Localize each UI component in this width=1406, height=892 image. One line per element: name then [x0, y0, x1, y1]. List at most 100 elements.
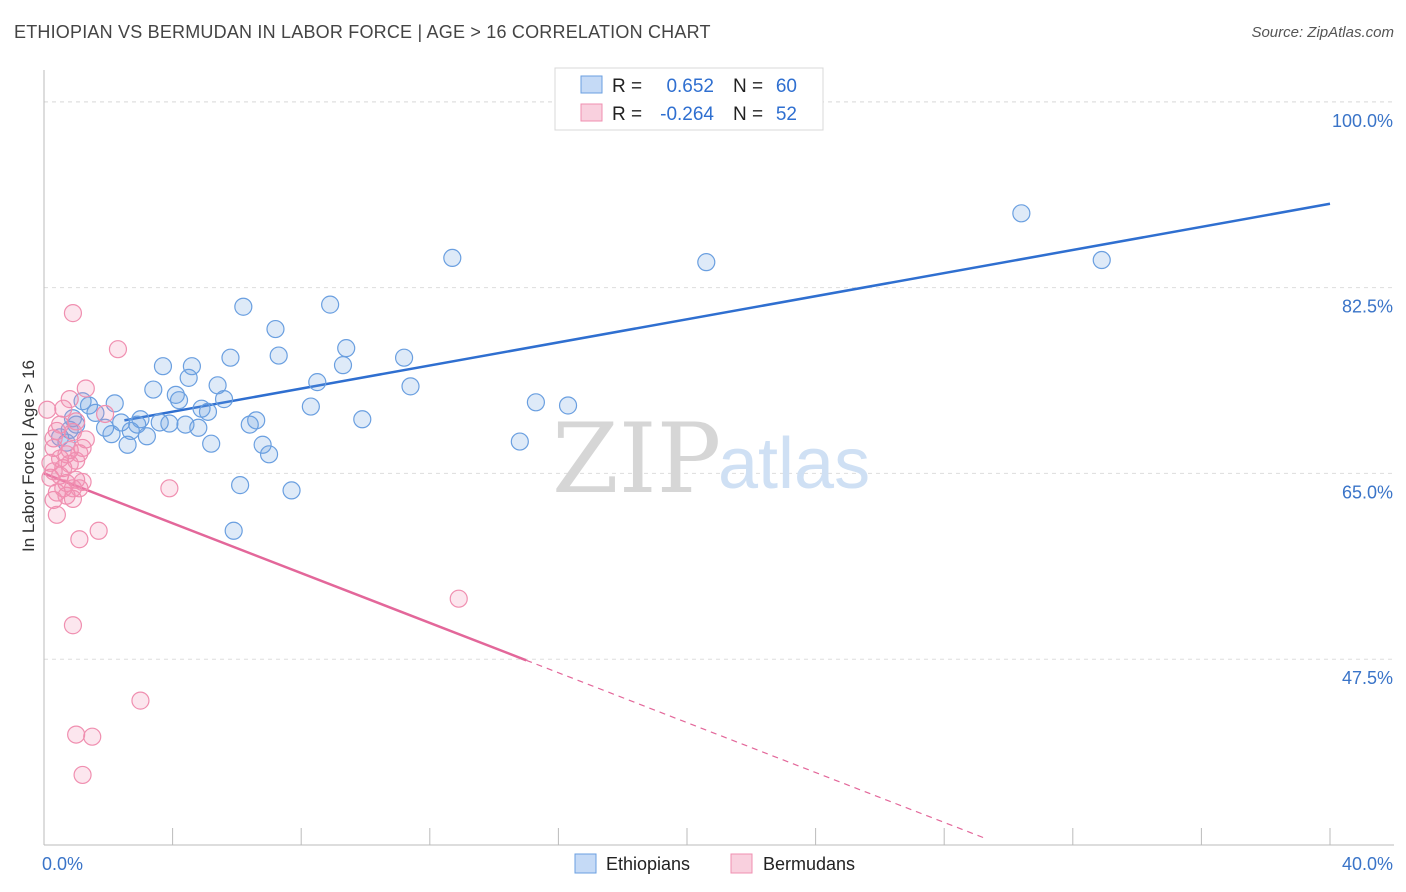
- y-tick-label-0: 47.5%: [1342, 668, 1393, 688]
- point-ethiopians-49: [394, 348, 414, 367]
- point-ethiopians-32: [221, 348, 240, 367]
- point-ethiopians-41: [269, 346, 288, 365]
- point-ethiopians-16: [137, 427, 156, 446]
- legend-r-value-1: 0.652: [666, 76, 714, 97]
- point-ethiopians-57: [1092, 250, 1111, 270]
- point-bermudans-38: [73, 765, 92, 785]
- point-ethiopians-29: [202, 434, 221, 453]
- source-credit: Source: ZipAtlas.com: [1251, 24, 1394, 41]
- point-bermudans-19: [60, 390, 79, 409]
- legend-r-label-2: R =: [612, 104, 642, 125]
- bottom-legend: Ethiopians Bermudans: [574, 853, 855, 874]
- point-bermudans-39: [83, 727, 102, 746]
- point-ethiopians-38: [253, 435, 272, 454]
- point-ethiopians-44: [308, 373, 327, 392]
- point-bermudans-15: [54, 399, 73, 418]
- point-ethiopians-37: [247, 411, 266, 430]
- point-bermudans-43: [131, 691, 150, 710]
- point-bermudans-45: [449, 589, 468, 608]
- axes: [43, 70, 1394, 846]
- y-tick-label-3: 100.0%: [1332, 111, 1393, 131]
- bottom-legend-bermudans: Bermudans: [763, 854, 855, 874]
- y-tick-label-1: 65.0%: [1342, 482, 1393, 502]
- data-points: [38, 204, 1111, 785]
- point-bermudans-32: [70, 530, 89, 549]
- point-ethiopians-24: [179, 368, 198, 387]
- point-bermudans-36: [76, 379, 95, 398]
- legend-swatch-bermudans: [580, 103, 603, 122]
- point-bermudans-0: [38, 400, 57, 419]
- point-bermudans-29: [63, 304, 83, 323]
- point-bermudans-24: [63, 489, 83, 509]
- series-bermudans: [38, 304, 468, 785]
- point-ethiopians-12: [118, 435, 137, 454]
- legend-n-value-1: 60: [776, 76, 797, 97]
- point-bermudans-9: [47, 505, 66, 524]
- point-bermudans-40: [89, 521, 108, 540]
- x-tick-label-max: 40.0%: [1342, 854, 1393, 874]
- point-bermudans-35: [76, 430, 95, 449]
- legend-r-label-1: R =: [612, 76, 642, 97]
- point-ethiopians-21: [166, 385, 185, 404]
- point-ethiopians-51: [443, 248, 462, 268]
- point-bermudans-28: [67, 412, 86, 431]
- point-ethiopians-28: [198, 402, 218, 421]
- point-ethiopians-19: [153, 357, 173, 376]
- point-ethiopians-52: [510, 432, 529, 451]
- watermark-zip: ZIP: [552, 403, 721, 515]
- legend-n-label-2: N =: [733, 104, 763, 125]
- point-ethiopians-35: [234, 297, 253, 316]
- point-ethiopians-39: [259, 445, 279, 464]
- point-ethiopians-14: [128, 415, 147, 434]
- point-ethiopians-46: [333, 356, 353, 375]
- point-ethiopians-43: [301, 397, 320, 416]
- point-bermudans-25: [63, 616, 83, 635]
- legend-r-value-2: -0.264: [660, 104, 714, 125]
- point-ethiopians-17: [144, 380, 163, 399]
- legend-n-value-2: 52: [776, 104, 797, 125]
- point-ethiopians-42: [282, 481, 301, 500]
- point-bermudans-34: [73, 472, 92, 492]
- chart-title: ETHIOPIAN VS BERMUDAN IN LABOR FORCE | A…: [14, 22, 711, 42]
- x-tick-label-min: 0.0%: [42, 854, 83, 874]
- legend-box: R = 0.652 N = 60 R = -0.264 N = 52: [554, 67, 824, 131]
- point-ethiopians-40: [266, 319, 285, 339]
- point-ethiopians-50: [401, 377, 420, 396]
- point-ethiopians-22: [169, 391, 189, 410]
- point-ethiopians-53: [526, 393, 545, 412]
- point-ethiopians-31: [214, 390, 234, 409]
- point-bermudans-41: [95, 404, 115, 424]
- y-axis-title: In Labor Force | Age > 16: [19, 360, 38, 552]
- trend-line-ethiopians: [124, 202, 1331, 422]
- y-tick-label-2: 82.5%: [1342, 297, 1393, 317]
- point-ethiopians-26: [189, 418, 208, 437]
- y-tick-labels: 47.5% 65.0% 82.5% 100.0%: [1332, 111, 1393, 688]
- point-bermudans-42: [108, 340, 128, 359]
- point-ethiopians-54: [558, 396, 578, 415]
- point-ethiopians-34: [231, 476, 250, 495]
- point-ethiopians-33: [224, 521, 243, 540]
- point-ethiopians-18: [150, 413, 169, 432]
- point-ethiopians-56: [1012, 204, 1031, 223]
- point-bermudans-44: [160, 479, 179, 498]
- bottom-legend-swatch-bermudans: [730, 853, 753, 874]
- point-bermudans-37: [67, 725, 86, 744]
- watermark: ZIP atlas: [552, 403, 870, 515]
- point-ethiopians-9: [102, 425, 121, 444]
- bottom-legend-swatch-ethiopians: [574, 853, 597, 874]
- grid-lines: [44, 101, 1394, 660]
- legend-n-label-1: N =: [733, 76, 763, 97]
- point-ethiopians-48: [353, 410, 372, 429]
- point-ethiopians-15: [131, 410, 150, 429]
- point-ethiopians-25: [182, 357, 201, 376]
- bottom-legend-ethiopians: Ethiopians: [606, 854, 690, 874]
- watermark-atlas: atlas: [718, 424, 870, 504]
- trend-line-bermudans: [43, 472, 527, 662]
- point-ethiopians-55: [697, 253, 716, 272]
- point-ethiopians-20: [160, 414, 179, 433]
- point-ethiopians-45: [321, 295, 340, 314]
- legend-swatch-ethiopians: [580, 75, 603, 94]
- x-tick-labels: 0.0% 40.0%: [42, 854, 1393, 874]
- point-ethiopians-7: [86, 403, 105, 423]
